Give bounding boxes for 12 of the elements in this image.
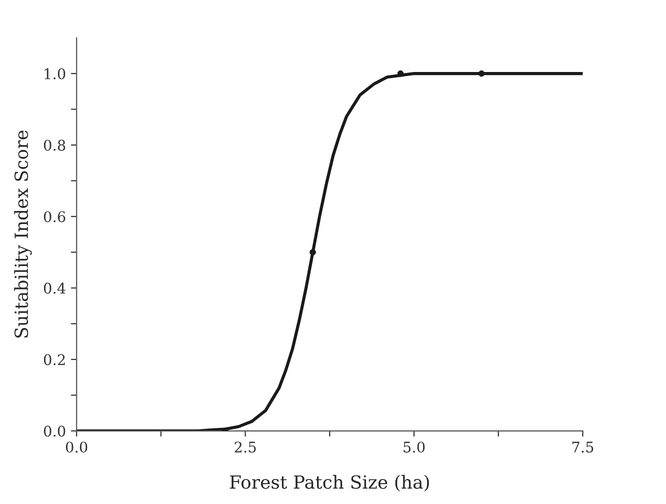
x-tick-label: 7.5 [572, 442, 594, 453]
x-tick-label: 2.5 [234, 442, 256, 453]
y-tick-label: 1.0 [44, 68, 66, 80]
y-tick-label: 0.4 [44, 282, 66, 294]
y-axis-title: Suitability Index Score [14, 130, 32, 338]
x-tick-label: 5.0 [404, 442, 425, 453]
y-tick-label: 0.6 [44, 211, 66, 222]
y-tick-label: 0.8 [44, 140, 66, 151]
y-tick-label: 0.0 [44, 426, 66, 437]
y-tick-label: 0.2 [44, 354, 65, 366]
x-axis-title: Forest Patch Size (ha) [230, 474, 429, 492]
x-tick-label: 0.0 [66, 442, 88, 453]
